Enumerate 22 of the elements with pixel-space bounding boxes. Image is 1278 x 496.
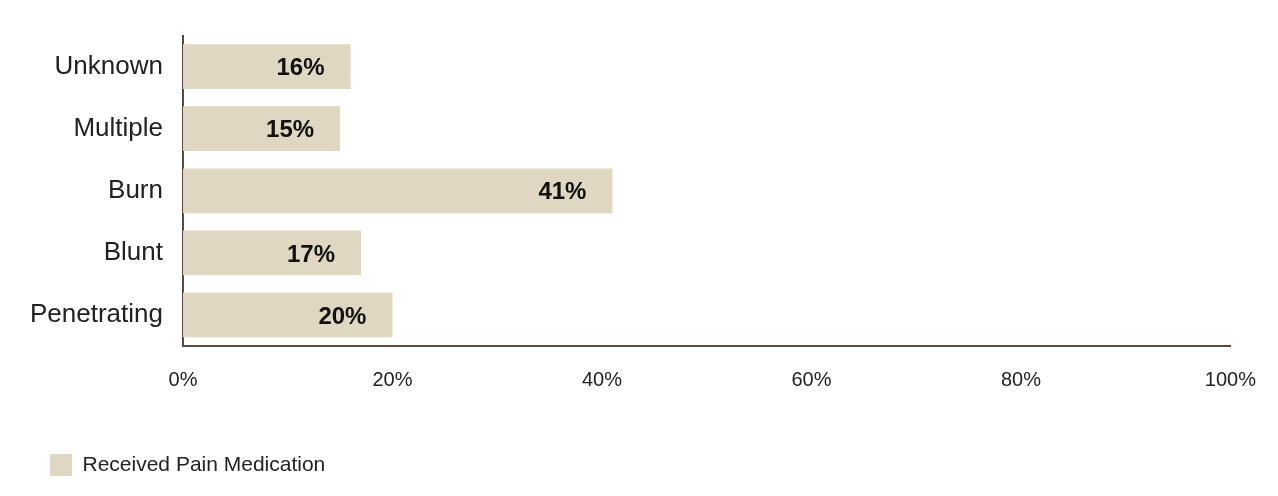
x-tick-label: 100% xyxy=(1204,367,1257,390)
bar xyxy=(182,230,362,276)
bar xyxy=(182,292,393,338)
data-label: 15% xyxy=(266,115,315,143)
data-label: 17% xyxy=(287,239,336,267)
y-tick-label: Penetrating xyxy=(30,298,163,329)
x-tick-label: 20% xyxy=(372,367,413,390)
x-tick-label: 60% xyxy=(791,367,832,390)
x-tick-label: 0% xyxy=(168,367,198,390)
y-tick-label: Multiple xyxy=(73,111,163,142)
x-tick-label: 80% xyxy=(1000,367,1042,390)
y-tick-label: Blunt xyxy=(103,236,164,267)
bar xyxy=(182,106,341,152)
data-label: 41% xyxy=(538,177,587,205)
x-tick-label: 40% xyxy=(581,367,623,390)
bar xyxy=(182,44,351,89)
data-label: 16% xyxy=(276,53,325,81)
bar xyxy=(182,168,613,214)
legend-label: Received Pain Medication xyxy=(82,451,326,475)
data-label: 20% xyxy=(318,301,367,329)
y-tick-label: Unknown xyxy=(54,49,163,80)
y-tick-label: Burn xyxy=(108,173,163,204)
